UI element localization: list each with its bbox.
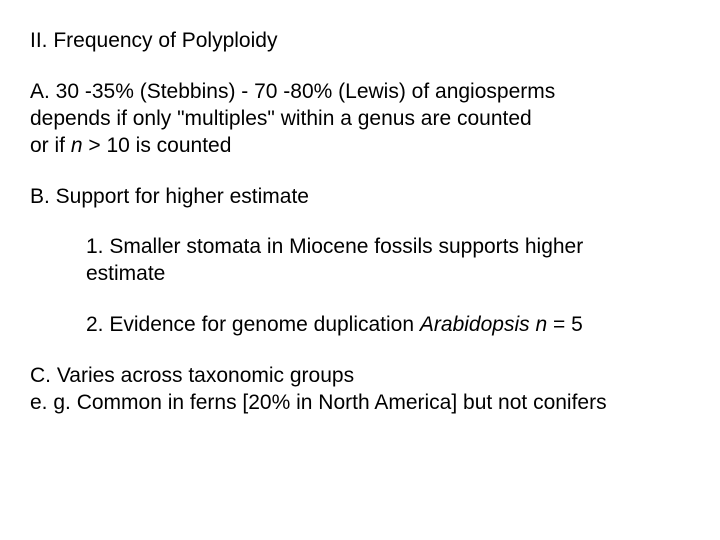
section-b-heading: B. Support for higher estimate [30,184,690,211]
section-a-line1: A. 30 -35% (Stebbins) - 70 -80% (Lewis) … [30,79,690,106]
section-b-point2: 2. Evidence for genome duplication Arabi… [86,312,690,339]
heading-ii: II. Frequency of Polyploidy [30,28,690,55]
section-a: A. 30 -35% (Stebbins) - 70 -80% (Lewis) … [30,79,690,160]
section-a-line3-pre: or if [30,134,71,157]
section-a-line2: depends if only "multiples" within a gen… [30,106,690,133]
section-b-point1: 1. Smaller stomata in Miocene fossils su… [86,234,690,288]
section-b-point2-pre: 2. Evidence for genome duplication [86,313,420,336]
section-b-point1-line1: 1. Smaller stomata in Miocene fossils su… [86,234,690,261]
section-c: C. Varies across taxonomic groups e. g. … [30,363,690,417]
slide: II. Frequency of Polyploidy A. 30 -35% (… [0,0,720,540]
section-b-point2-post: = 5 [547,313,583,336]
section-c-line2: e. g. Common in ferns [20% in North Amer… [30,390,690,417]
section-b-point2-italic: Arabidopsis n [420,313,547,336]
section-b-point1-line2: estimate [86,261,690,288]
section-a-line3-post: > 10 is counted [83,134,232,157]
section-b-point2-line: 2. Evidence for genome duplication Arabi… [86,312,690,339]
section-a-line3: or if n > 10 is counted [30,133,690,160]
section-a-line3-n-italic: n [71,134,83,157]
section-c-line1: C. Varies across taxonomic groups [30,363,690,390]
